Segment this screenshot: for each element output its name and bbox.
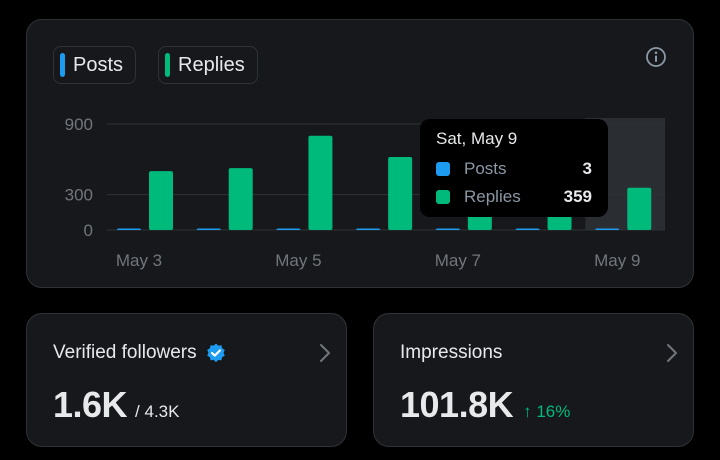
x-tick-label: May 3: [116, 251, 162, 270]
tooltip-replies-label: Replies: [464, 187, 521, 206]
tooltip-row-posts: Posts 3: [436, 155, 592, 183]
verified-followers-card[interactable]: Verified followers 1.6K / 4.3K: [26, 313, 347, 447]
bar-replies-may-4[interactable]: [228, 168, 253, 230]
posts-color-swatch: [60, 53, 65, 77]
followers-label: Verified followers: [53, 342, 197, 363]
tooltip-replies-swatch: [436, 190, 450, 204]
bar-posts-may-9[interactable]: [595, 228, 620, 231]
followers-label-row: Verified followers: [53, 342, 227, 364]
bar-posts-may-8[interactable]: [515, 228, 540, 231]
legend-posts-label: Posts: [73, 53, 124, 76]
y-tick-label: 300: [65, 186, 93, 205]
impressions-count: 101.8K: [400, 384, 514, 425]
bar-posts-may-3[interactable]: [117, 228, 141, 231]
tooltip-replies-value: 359: [563, 187, 592, 206]
tooltip-title: Sat, May 9: [436, 129, 518, 148]
tooltip-posts-label: Posts: [464, 159, 507, 178]
chart-tooltip: Sat, May 9 Posts 3 Replies 359: [420, 119, 608, 217]
bar-posts-may-7[interactable]: [435, 228, 460, 231]
chevron-right-icon[interactable]: [665, 342, 679, 364]
verified-badge-icon: [206, 343, 225, 363]
bar-replies-may-5[interactable]: [308, 135, 333, 230]
impressions-label: Impressions: [400, 342, 503, 363]
bar-replies-may-3[interactable]: [149, 171, 173, 230]
impressions-label-row: Impressions: [400, 342, 502, 364]
legend-replies-label: Replies: [178, 53, 245, 76]
legend-posts-toggle[interactable]: Posts: [53, 46, 137, 84]
bar-replies-may-9[interactable]: [627, 187, 652, 230]
legend-replies-toggle[interactable]: Replies: [158, 46, 258, 84]
followers-count: 1.6K: [53, 384, 128, 425]
info-icon[interactable]: [645, 46, 667, 68]
impressions-value-row: 101.8K ↑ 16%: [400, 384, 570, 426]
bar-posts-may-4[interactable]: [196, 228, 221, 231]
replies-color-swatch: [165, 53, 170, 77]
tooltip-row-replies: Replies 359: [436, 183, 592, 211]
bar-replies-may-6[interactable]: [388, 156, 413, 230]
bar-posts-may-6[interactable]: [356, 228, 381, 231]
bar-posts-may-5[interactable]: [276, 228, 301, 231]
y-tick-label: 900: [65, 115, 93, 134]
chart-card: 0 300 900 May 3 May 5 May 7 May 9 Posts Replie…: [26, 19, 694, 288]
impressions-change: ↑ 16%: [523, 402, 571, 421]
impressions-card[interactable]: Impressions 101.8K ↑ 16%: [373, 313, 694, 447]
chevron-right-icon[interactable]: [318, 342, 332, 364]
tooltip-posts-swatch: [436, 162, 450, 176]
y-tick-label: 0: [84, 221, 93, 240]
followers-value-row: 1.6K / 4.3K: [53, 384, 179, 426]
followers-total: / 4.3K: [135, 402, 180, 421]
tooltip-posts-value: 3: [582, 159, 592, 178]
x-tick-label: May 5: [275, 251, 321, 270]
x-tick-label: May 9: [594, 251, 640, 270]
x-tick-label: May 7: [435, 251, 481, 270]
